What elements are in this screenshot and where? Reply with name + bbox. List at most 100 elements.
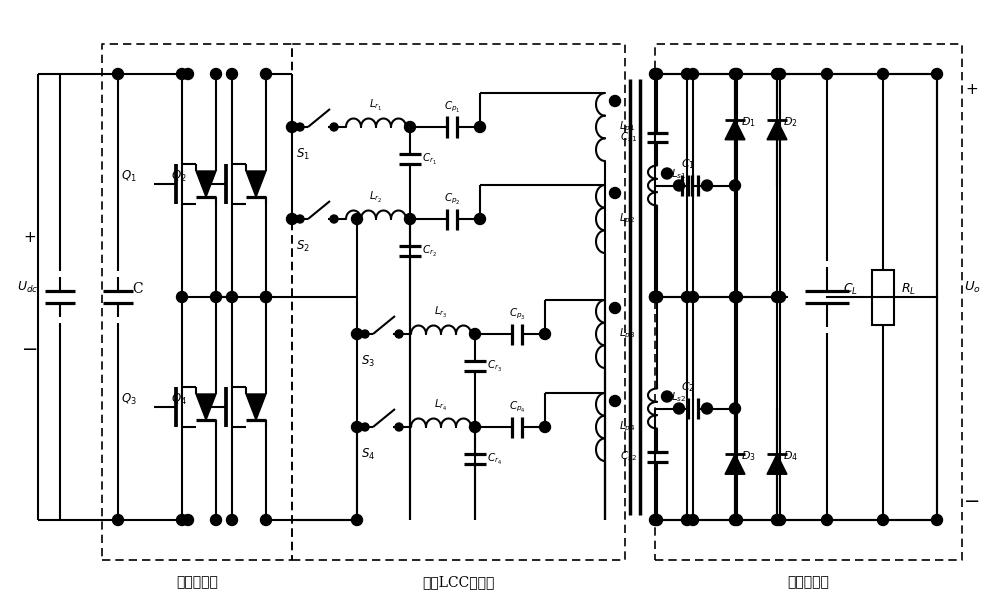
Circle shape [652, 515, 662, 526]
Text: $S_4$: $S_4$ [361, 447, 375, 462]
Text: $D_4$: $D_4$ [783, 449, 798, 463]
Polygon shape [725, 455, 745, 474]
Circle shape [540, 329, 550, 340]
Text: $L_{s1}$: $L_{s1}$ [671, 167, 687, 181]
Polygon shape [246, 394, 266, 420]
Circle shape [210, 515, 222, 526]
Text: $D_2$: $D_2$ [783, 115, 798, 129]
Circle shape [296, 123, 304, 131]
Circle shape [260, 515, 272, 526]
Circle shape [730, 291, 740, 302]
Text: $C_{s1}$: $C_{s1}$ [620, 131, 637, 144]
Circle shape [260, 291, 272, 302]
Circle shape [352, 214, 362, 225]
Text: $C_{p_1}$: $C_{p_1}$ [444, 99, 460, 114]
Circle shape [732, 515, 742, 526]
Circle shape [650, 69, 660, 79]
Circle shape [774, 69, 786, 79]
Circle shape [688, 291, 698, 302]
Text: $R_L$: $R_L$ [901, 282, 916, 297]
Circle shape [352, 515, 362, 526]
Circle shape [774, 291, 786, 302]
Polygon shape [246, 171, 266, 197]
Circle shape [688, 515, 698, 526]
Text: $L_{p4}$: $L_{p4}$ [619, 420, 636, 434]
Text: $C_{p_4}$: $C_{p_4}$ [509, 399, 525, 414]
Text: $D_3$: $D_3$ [741, 449, 756, 463]
Circle shape [176, 515, 187, 526]
Text: $C_{r_4}$: $C_{r_4}$ [487, 452, 502, 467]
Circle shape [540, 421, 550, 432]
Polygon shape [725, 120, 745, 140]
Circle shape [822, 515, 832, 526]
Circle shape [296, 215, 304, 223]
Circle shape [475, 122, 486, 132]
Text: $S_2$: $S_2$ [296, 239, 310, 254]
Circle shape [772, 515, 782, 526]
Circle shape [652, 291, 662, 302]
Text: $D_1$: $D_1$ [741, 115, 756, 129]
Circle shape [226, 515, 238, 526]
Circle shape [931, 515, 942, 526]
Circle shape [330, 123, 338, 131]
Polygon shape [767, 120, 787, 140]
Bar [872, 270, 894, 324]
Circle shape [931, 69, 942, 79]
Text: $L_{r_2}$: $L_{r_2}$ [369, 190, 383, 205]
Circle shape [730, 180, 740, 191]
Circle shape [652, 291, 662, 302]
Circle shape [701, 403, 712, 414]
Circle shape [395, 330, 403, 338]
Circle shape [287, 214, 298, 225]
Circle shape [470, 421, 480, 432]
Circle shape [662, 168, 672, 179]
Text: $L_{p2}$: $L_{p2}$ [619, 212, 635, 226]
Circle shape [330, 215, 338, 223]
Circle shape [650, 291, 660, 302]
Text: $L_{p1}$: $L_{p1}$ [619, 120, 635, 134]
Text: 倍压整流器: 倍压整流器 [788, 575, 829, 589]
Circle shape [226, 69, 238, 79]
Circle shape [730, 69, 740, 79]
Circle shape [878, 69, 889, 79]
Text: $C_L$: $C_L$ [843, 282, 858, 297]
Circle shape [682, 515, 692, 526]
Circle shape [774, 515, 786, 526]
Circle shape [674, 403, 684, 414]
Text: $L_{r_1}$: $L_{r_1}$ [369, 98, 383, 113]
Text: $Q_1$: $Q_1$ [121, 169, 137, 184]
Circle shape [732, 291, 742, 302]
Text: $S_3$: $S_3$ [361, 354, 375, 369]
Text: $C_2$: $C_2$ [681, 380, 695, 394]
Circle shape [260, 291, 272, 302]
Circle shape [652, 69, 662, 79]
Polygon shape [196, 394, 216, 420]
Circle shape [878, 515, 889, 526]
Circle shape [361, 423, 369, 431]
Text: $U_{dc}$: $U_{dc}$ [17, 279, 39, 294]
Text: $C_{r_2}$: $C_{r_2}$ [422, 243, 437, 258]
Circle shape [610, 187, 620, 199]
Text: −: − [22, 340, 38, 359]
Text: $Q_2$: $Q_2$ [171, 169, 187, 184]
Text: 全桥逆变器: 全桥逆变器 [176, 575, 218, 589]
Text: $L_{s2}$: $L_{s2}$ [671, 391, 686, 405]
Text: $C_{p_2}$: $C_{p_2}$ [444, 191, 460, 206]
Circle shape [682, 69, 692, 79]
Circle shape [352, 329, 362, 340]
Text: $L_{r_4}$: $L_{r_4}$ [434, 398, 448, 413]
Circle shape [226, 291, 238, 302]
Text: $C_1$: $C_1$ [681, 158, 695, 172]
Text: 并联LCC发射端: 并联LCC发射端 [422, 575, 495, 589]
Circle shape [182, 515, 194, 526]
Circle shape [701, 180, 712, 191]
Circle shape [730, 515, 740, 526]
Circle shape [732, 69, 742, 79]
Circle shape [352, 421, 362, 432]
Text: +: + [966, 81, 978, 96]
Circle shape [112, 515, 124, 526]
Circle shape [404, 214, 415, 225]
Text: $Q_3$: $Q_3$ [121, 391, 137, 406]
Circle shape [682, 291, 692, 302]
Circle shape [287, 122, 298, 132]
